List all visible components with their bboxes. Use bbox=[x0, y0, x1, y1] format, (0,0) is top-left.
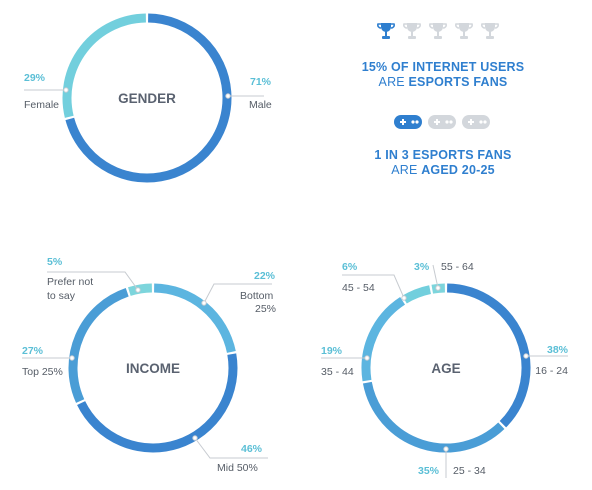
age-label-45-54: 45 - 54 bbox=[342, 282, 375, 294]
income-label-top-25-: Top 25% bbox=[22, 366, 63, 378]
trophy-icon bbox=[375, 20, 397, 42]
age-leader-dot-55-64 bbox=[435, 285, 441, 291]
age-slice-35-44 bbox=[361, 297, 406, 382]
trophy-icon bbox=[401, 20, 423, 42]
stat-internet-users-line-2: ARE ESPORTS FANS bbox=[333, 75, 553, 89]
stat-age-line-2: ARE AGED 20-25 bbox=[333, 163, 553, 177]
gamepad-icon bbox=[461, 113, 491, 131]
gamepad-icon bbox=[393, 113, 423, 131]
income-leader-dot-prefer-not-to-say bbox=[135, 287, 141, 293]
gender-label-female: Female bbox=[24, 99, 59, 111]
age-leader-45-54 bbox=[342, 274, 405, 299]
income-leader-dot-top-25- bbox=[69, 355, 75, 361]
gender-donut-chart: GENDER 71% Male 29% Female bbox=[24, 13, 272, 183]
age-center-title: AGE bbox=[431, 361, 460, 376]
income-slice-top-25- bbox=[68, 288, 129, 403]
income-pct-prefer-not-to-say: 5% bbox=[47, 256, 63, 268]
age-pct-35-44: 19% bbox=[321, 345, 343, 357]
income-slice-mid-50- bbox=[77, 353, 238, 453]
age-label-25-34: 25 - 34 bbox=[453, 465, 486, 477]
age-pct-25-34: 35% bbox=[418, 465, 440, 477]
gamepad-icon-row bbox=[393, 113, 491, 131]
age-slice-16-24 bbox=[447, 283, 531, 428]
age-pct-45-54: 6% bbox=[342, 261, 358, 273]
income-leader-mid-50- bbox=[194, 437, 268, 459]
stat-prefix: ARE bbox=[378, 75, 409, 89]
gender-label-male: Male bbox=[249, 99, 272, 111]
trophy-icon bbox=[453, 20, 475, 42]
income-center-title: INCOME bbox=[126, 361, 180, 376]
income-label-prefer-not-to-say-part2: to say bbox=[47, 290, 76, 302]
income-leader-dot-mid-50- bbox=[192, 435, 198, 441]
income-label-bottom-25--part2: 25% bbox=[255, 303, 276, 315]
income-pct-top-25-: 27% bbox=[22, 345, 44, 357]
age-leader-dot-25-34 bbox=[443, 446, 449, 452]
income-pct-mid-50-: 46% bbox=[241, 443, 263, 455]
income-slice-bottom-25- bbox=[153, 283, 236, 353]
age-slice-25-34 bbox=[362, 381, 505, 453]
stat-one-in-three: 1 IN 3 ESPORTS FANS bbox=[374, 148, 512, 162]
gender-center-title: GENDER bbox=[118, 91, 176, 106]
income-leader-dot-bottom-25- bbox=[201, 300, 207, 306]
stat-aged: AGED 20-25 bbox=[421, 163, 495, 177]
stat-internet-users-text: 15% OF INTERNET USERS bbox=[361, 60, 525, 74]
income-label-bottom-25--part1: Bottom bbox=[240, 290, 274, 302]
income-leader-prefer-not-to-say bbox=[47, 271, 139, 291]
age-pct-16-24: 38% bbox=[547, 344, 569, 356]
age-leader-dot-35-44 bbox=[364, 355, 370, 361]
gender-slice-female bbox=[62, 13, 147, 118]
stat-prefix: ARE bbox=[391, 163, 422, 177]
stat-esports-fans: ESPORTS FANS bbox=[408, 75, 508, 89]
gender-leader-dot-male bbox=[225, 93, 231, 99]
age-label-16-24: 16 - 24 bbox=[535, 365, 568, 377]
income-leader-bottom-25- bbox=[203, 283, 272, 304]
gender-pct-male: 71% bbox=[250, 76, 272, 88]
income-label-prefer-not-to-say-part1: Prefer not bbox=[47, 276, 93, 288]
gender-slice-male bbox=[65, 13, 232, 183]
age-pct-55-64: 3% bbox=[414, 261, 430, 273]
trophy-icon bbox=[479, 20, 501, 42]
age-donut-chart: AGE 38% 16 - 24 35% 25 - 34 19% 35 - 44 6% 45 - … bbox=[321, 261, 569, 478]
age-leader-dot-45-54 bbox=[401, 295, 407, 301]
gender-pct-female: 29% bbox=[24, 72, 46, 84]
age-label-35-44: 35 - 44 bbox=[321, 366, 354, 378]
income-label-mid-50-: Mid 50% bbox=[217, 462, 258, 474]
trophy-icon-row bbox=[375, 20, 501, 42]
age-label-55-64: 55 - 64 bbox=[441, 261, 474, 273]
gender-leader-dot-female bbox=[63, 87, 69, 93]
gamepad-icon bbox=[427, 113, 457, 131]
age-leader-55-64 bbox=[432, 264, 439, 289]
age-leader-dot-16-24 bbox=[523, 353, 529, 359]
stat-age-line-1: 1 IN 3 ESPORTS FANS bbox=[333, 148, 553, 162]
income-pct-bottom-25-: 22% bbox=[254, 270, 276, 282]
trophy-icon bbox=[427, 20, 449, 42]
stat-internet-users-line-1: 15% OF INTERNET USERS bbox=[333, 60, 553, 74]
age-slice-45-54 bbox=[402, 285, 432, 304]
